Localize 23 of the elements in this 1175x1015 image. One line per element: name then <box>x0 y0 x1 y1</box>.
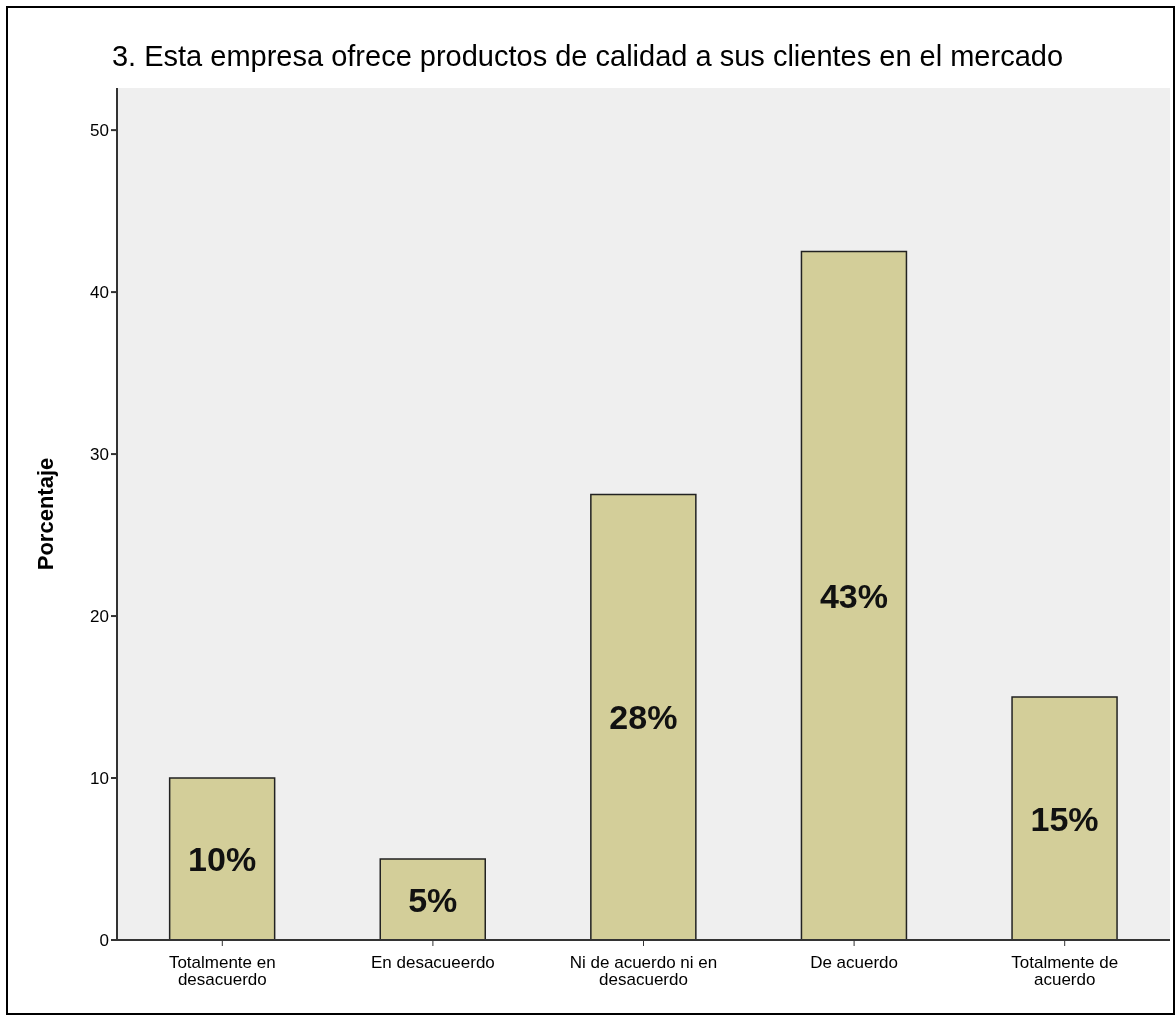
y-tick-label: 20 <box>90 607 109 627</box>
x-tick-label: Totalmente en desacuerdo <box>168 953 276 989</box>
x-tick-label: Totalmente de acuerdo <box>1011 953 1119 989</box>
bar <box>590 493 697 940</box>
y-tick-label: 30 <box>90 445 109 465</box>
y-tick-label: 10 <box>90 769 109 789</box>
chart-title: 3. Esta empresa ofrece productos de calidad a sus clientes en el mercado <box>110 40 1065 73</box>
x-tick-label: En desacueerdo <box>370 953 495 972</box>
bar <box>168 777 276 940</box>
x-tick-label: Ni de acuerdo ni en desacuerdo <box>569 953 718 989</box>
data-label: 15% <box>1030 799 1099 838</box>
x-tick-label: De acuerdo <box>810 953 899 972</box>
bar <box>379 858 486 940</box>
y-tick-label: 50 <box>90 121 109 141</box>
y-tick-label: 40 <box>90 283 109 303</box>
y-tick-label: 0 <box>99 931 109 951</box>
y-axis-title: Porcentaje <box>32 457 58 571</box>
data-label: 43% <box>819 576 888 615</box>
data-label: 5% <box>408 880 458 919</box>
data-label: 10% <box>188 840 257 879</box>
bar <box>800 250 908 940</box>
data-label: 28% <box>609 698 678 737</box>
bar <box>1011 696 1118 940</box>
